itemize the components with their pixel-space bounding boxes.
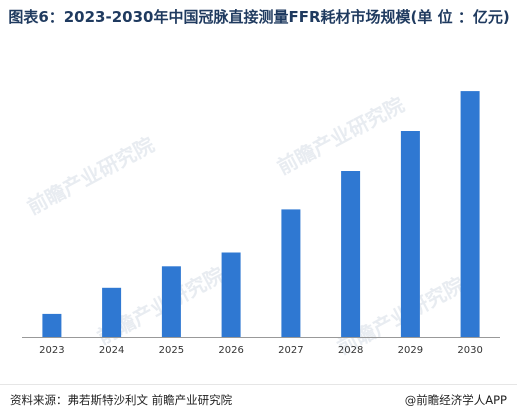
bar-2026 — [221, 252, 241, 337]
x-tick-label: 2029 — [398, 345, 423, 356]
x-tick-label: 2023 — [39, 345, 64, 356]
chart-title: 图表6：2023-2030年中国冠脉直接测量FFR耗材市场规模(单 位 ：亿元) — [8, 8, 510, 26]
x-tick-label: 2030 — [457, 345, 482, 356]
bar-chart: 2023 2024 2025 2026 2027 2028 2029 2030 — [22, 91, 500, 356]
bar-2024 — [102, 287, 122, 337]
bar-2029 — [400, 131, 420, 337]
x-tick-label: 2024 — [99, 345, 124, 356]
bar-2030 — [460, 91, 480, 337]
bar-2027 — [281, 209, 301, 337]
x-tick-label: 2027 — [278, 345, 303, 356]
x-tick-label: 2028 — [338, 345, 363, 356]
brand-credit-text: @前瞻经济学人APP — [404, 393, 507, 407]
source-note: 资料来源：弗若斯特沙利文 前瞻产业研究院 — [10, 393, 233, 407]
brand-credit: @前瞻经济学人APP — [405, 392, 507, 408]
bar-2023 — [42, 313, 62, 337]
bar-2025 — [161, 266, 181, 337]
x-tick-label: 2026 — [218, 345, 243, 356]
x-tick-label: 2025 — [159, 345, 184, 356]
footer-divider — [0, 384, 517, 385]
bar-2028 — [341, 171, 361, 337]
